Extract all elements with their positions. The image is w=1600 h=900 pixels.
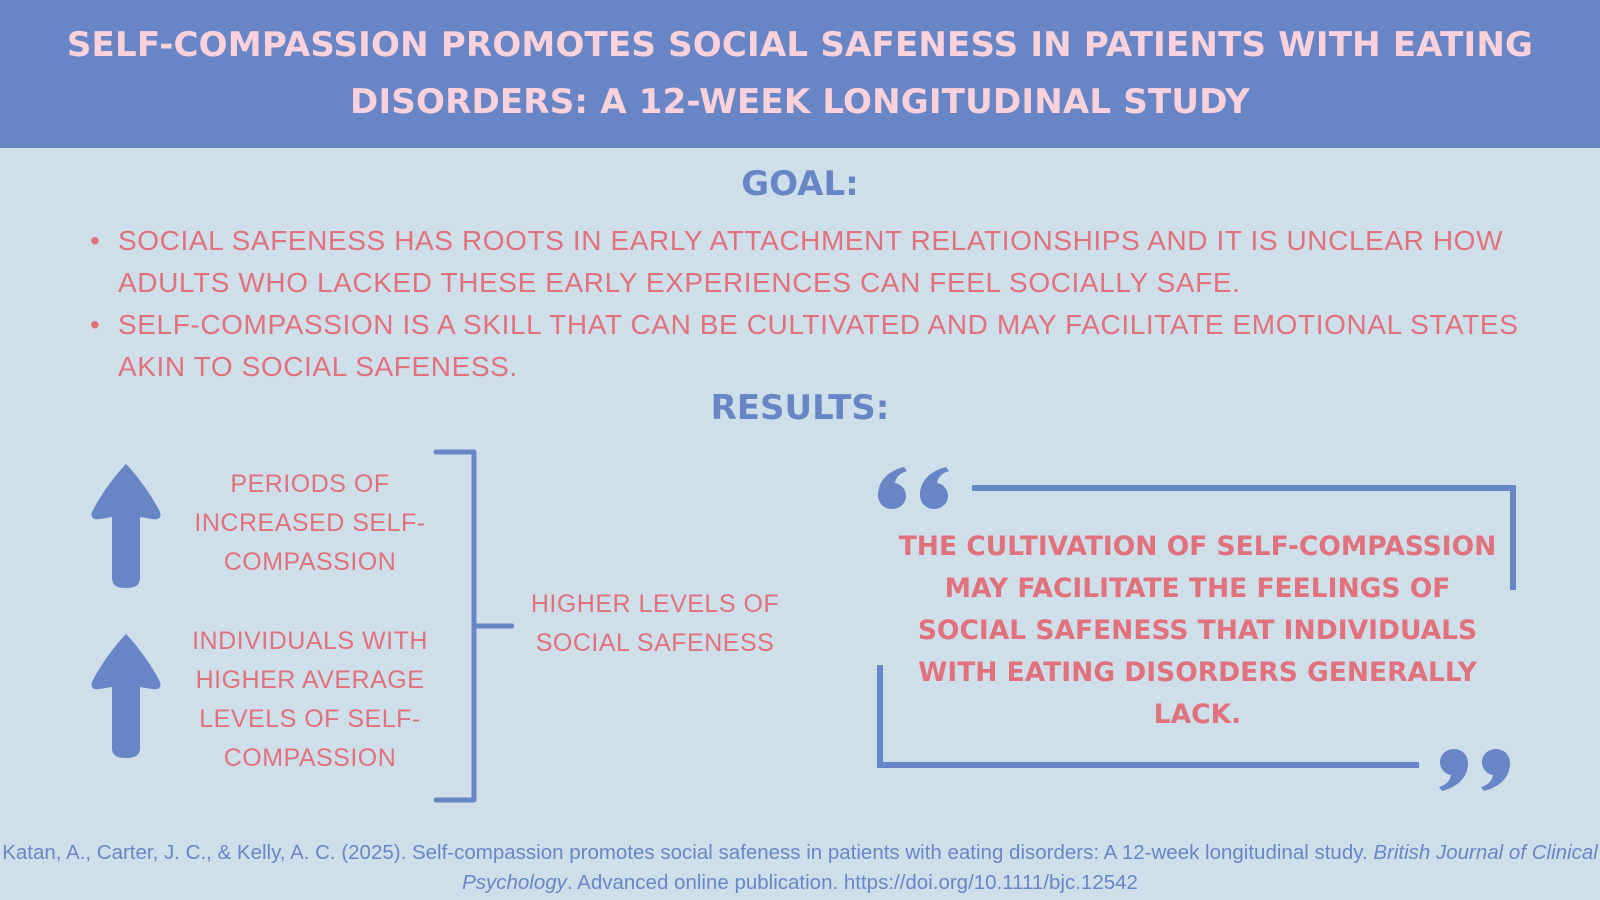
results-heading: RESULTS: xyxy=(710,388,890,428)
quote-frame xyxy=(877,467,1516,791)
outcome-social-safeness: HIGHER LEVELS OF SOCIAL SAFENESS xyxy=(530,590,780,657)
header-banner: SELF-COMPASSION PROMOTES SOCIAL SAFENESS… xyxy=(0,0,1600,148)
predictor-increased-self-compassion: PERIODS OF INCREASED SELF-COMPASSION xyxy=(194,470,426,576)
predictor-higher-average-self-compassion: INDIVIDUALS WITH HIGHER AVERAGE LEVELS O… xyxy=(192,627,428,772)
goal-item: • SELF-COMPASSION IS A SKILL THAT CAN BE… xyxy=(90,304,1560,388)
citation-rest: . Advanced online publication. https://d… xyxy=(566,871,1138,894)
key-quote: THE CULTIVATION OF SELF-COMPASSION MAY F… xyxy=(898,531,1497,730)
arrow-up-icon xyxy=(91,634,161,758)
bullet-icon: • xyxy=(90,309,101,340)
goal-item-text: SELF-COMPASSION IS A SKILL THAT CAN BE C… xyxy=(118,309,1519,382)
citation: Katan, A., Carter, J. C., & Kelly, A. C.… xyxy=(0,838,1600,898)
citation-authors: Katan, A., Carter, J. C., & Kelly, A. C.… xyxy=(2,841,1374,864)
goal-heading: GOAL: xyxy=(741,164,859,204)
arrow-up-icon xyxy=(91,464,161,588)
page-title: SELF-COMPASSION PROMOTES SOCIAL SAFENESS… xyxy=(66,25,1534,122)
goal-item: • SOCIAL SAFENESS HAS ROOTS IN EARLY ATT… xyxy=(90,220,1560,304)
bracket-connector xyxy=(433,449,514,803)
citation-journal: British Journal of Clinical Psychology xyxy=(462,841,1598,894)
goal-list: • SOCIAL SAFENESS HAS ROOTS IN EARLY ATT… xyxy=(90,220,1560,388)
close-quote-icon xyxy=(1439,749,1510,791)
goal-item-text: SOCIAL SAFENESS HAS ROOTS IN EARLY ATTAC… xyxy=(118,225,1504,298)
open-quote-icon xyxy=(878,467,949,509)
bullet-icon: • xyxy=(90,225,101,256)
